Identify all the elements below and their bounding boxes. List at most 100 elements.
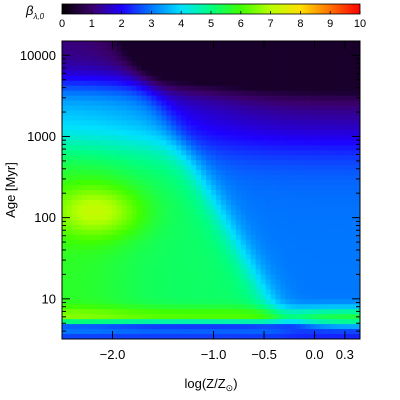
heatmap-cell <box>211 219 217 226</box>
heatmap-cell <box>345 140 351 146</box>
heatmap-cell <box>250 95 257 101</box>
heatmap-cell <box>240 150 247 156</box>
heatmap-cell <box>255 165 262 171</box>
heatmap-cell <box>86 309 93 315</box>
heatmap-cell <box>220 55 227 62</box>
heatmap-cell <box>265 289 271 295</box>
heatmap-cell <box>196 304 202 310</box>
heatmap-cell <box>121 294 127 300</box>
heatmap-cell <box>101 120 108 126</box>
heatmap-cell <box>81 120 88 126</box>
heatmap-cell <box>265 299 271 305</box>
heatmap-cell <box>250 199 257 206</box>
heatmap-cell <box>295 324 301 330</box>
heatmap-cell <box>186 60 192 67</box>
heatmap-cell <box>106 45 113 52</box>
heatmap-cell <box>211 214 217 221</box>
heatmap-cell <box>156 239 162 246</box>
heatmap-cell <box>141 125 147 131</box>
heatmap-cell <box>355 254 361 260</box>
heatmap-cell <box>225 190 232 196</box>
heatmap-cell <box>146 219 152 226</box>
heatmap-cell <box>211 284 217 290</box>
heatmap-cell <box>335 165 341 171</box>
heatmap-cell <box>330 55 336 62</box>
heatmap-cell <box>280 155 286 161</box>
heatmap-cell <box>260 309 267 315</box>
heatmap-cell <box>131 209 137 216</box>
heatmap-cell <box>225 269 232 275</box>
heatmap-cell <box>206 194 212 201</box>
heatmap-cell <box>91 165 98 171</box>
heatmap-cell <box>285 264 291 270</box>
heatmap-cell <box>191 60 197 67</box>
heatmap-cell <box>76 180 83 186</box>
heatmap-cell <box>101 105 108 111</box>
heatmap-cell <box>206 85 212 92</box>
heatmap-cell <box>116 244 122 250</box>
heatmap-cell <box>220 165 227 171</box>
heatmap-cell <box>220 185 227 191</box>
heatmap-cell <box>320 269 326 275</box>
heatmap-cell <box>350 125 356 131</box>
heatmap-cell <box>151 289 157 295</box>
heatmap-cell <box>345 269 351 275</box>
heatmap-cell <box>181 135 187 141</box>
heatmap-cell <box>295 214 301 221</box>
heatmap-cell <box>305 170 311 176</box>
heatmap-cell <box>255 244 262 250</box>
heatmap-cell <box>116 85 122 92</box>
heatmap-cell <box>71 75 78 82</box>
heatmap-cell <box>225 199 232 206</box>
heatmap-cell <box>270 264 276 270</box>
heatmap-cell <box>136 175 142 181</box>
heatmap-cell <box>355 95 361 101</box>
heatmap-cell <box>255 115 262 121</box>
heatmap-cell <box>325 55 331 62</box>
heatmap-cell <box>290 90 296 97</box>
heatmap-cell <box>201 110 207 116</box>
heatmap-cell <box>245 100 252 106</box>
heatmap-cell <box>141 130 147 136</box>
heatmap-cell <box>355 120 361 126</box>
heatmap-cell <box>340 50 346 57</box>
heatmap-cell <box>156 150 162 156</box>
heatmap-cell <box>141 234 147 241</box>
heatmap-cell <box>186 249 192 255</box>
heatmap-cell <box>176 125 182 131</box>
heatmap-cell <box>161 55 167 62</box>
heatmap-cell <box>235 140 242 146</box>
heatmap-cell <box>111 135 118 141</box>
heatmap-cell <box>66 150 73 156</box>
heatmap-cell <box>126 155 132 161</box>
heatmap-cell <box>71 334 78 340</box>
heatmap-cell <box>230 329 237 335</box>
heatmap-cell <box>240 239 247 246</box>
heatmap-cell <box>171 85 177 92</box>
heatmap-cell <box>201 304 207 310</box>
heatmap-cell <box>230 185 237 191</box>
heatmap-cell <box>91 209 98 216</box>
heatmap-cell <box>345 145 351 151</box>
heatmap-cell <box>151 85 157 92</box>
heatmap-cell <box>300 249 306 255</box>
heatmap-cell <box>96 55 103 62</box>
heatmap-cell <box>235 160 242 166</box>
heatmap-cell <box>280 199 286 206</box>
heatmap-cell <box>285 259 291 265</box>
heatmap-cell <box>76 70 83 77</box>
heatmap-cell <box>136 155 142 161</box>
heatmap-cell <box>300 190 306 196</box>
heatmap-cell <box>76 60 83 67</box>
heatmap-cell <box>166 314 172 320</box>
heatmap-cell <box>136 334 142 340</box>
heatmap-cell <box>151 160 157 166</box>
heatmap-cell <box>136 85 142 92</box>
heatmap-cell <box>206 140 212 146</box>
heatmap-cell <box>176 80 182 87</box>
heatmap-cell <box>86 75 93 82</box>
heatmap-cell <box>275 324 281 330</box>
heatmap-cell <box>330 140 336 146</box>
heatmap-cell <box>151 135 157 141</box>
heatmap-cell <box>111 274 118 280</box>
